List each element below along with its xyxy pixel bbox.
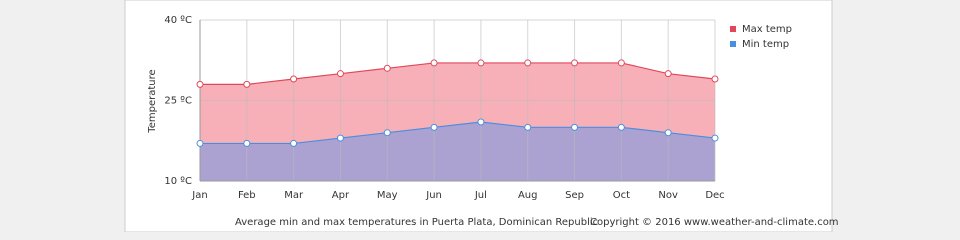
x-tick-label: Jul <box>474 190 487 201</box>
y-tick-label: 10 ºC <box>164 176 192 187</box>
y-tick-label: 40 ºC <box>164 15 192 26</box>
x-tick-label: Jun <box>425 190 442 201</box>
point <box>664 129 672 137</box>
x-tick-label: Sep <box>565 190 584 201</box>
legend-label: Max temp <box>742 24 792 35</box>
x-tick-label: Dec <box>705 190 724 201</box>
chart: Temperature Average min and max temperat… <box>124 0 839 232</box>
x-tick-label: May <box>377 190 398 201</box>
page: Temperature Average min and max temperat… <box>124 0 839 232</box>
point <box>524 123 532 131</box>
x-tick-label: Apr <box>332 190 350 201</box>
point <box>711 75 719 83</box>
point <box>196 80 204 88</box>
point <box>664 70 672 78</box>
point <box>290 75 298 83</box>
point <box>430 59 438 67</box>
point <box>477 59 485 67</box>
line <box>200 121 716 145</box>
caption: Average min and max temperatures in Puer… <box>235 217 598 228</box>
point <box>196 139 204 147</box>
line <box>200 62 716 85</box>
point <box>571 59 579 67</box>
point <box>383 129 391 137</box>
legend-label: Min temp <box>742 39 789 50</box>
x-tick-label: Oct <box>613 190 630 201</box>
area <box>200 121 715 181</box>
point <box>477 118 485 126</box>
point <box>571 123 579 131</box>
point <box>617 123 625 131</box>
point <box>430 123 438 131</box>
point <box>383 64 391 72</box>
x-tick-label: Nov <box>658 190 678 201</box>
x-tick-label: Mar <box>284 190 304 201</box>
x-tick-label: Jan <box>191 190 207 201</box>
x-tick-label: Feb <box>238 190 256 201</box>
y-axis-title: Temperature <box>147 69 158 133</box>
legend-swatch <box>730 26 736 32</box>
x-tick-label: Aug <box>518 190 538 201</box>
point <box>336 134 344 142</box>
point <box>290 139 298 147</box>
point <box>617 59 625 67</box>
copyright: Copyright © 2016 www.weather-and-climate… <box>590 217 839 228</box>
point <box>524 59 532 67</box>
legend-swatch <box>730 41 736 47</box>
point <box>243 139 251 147</box>
point <box>336 70 344 78</box>
y-tick-label: 25 ºC <box>164 96 192 107</box>
point <box>243 80 251 88</box>
point <box>711 134 719 142</box>
